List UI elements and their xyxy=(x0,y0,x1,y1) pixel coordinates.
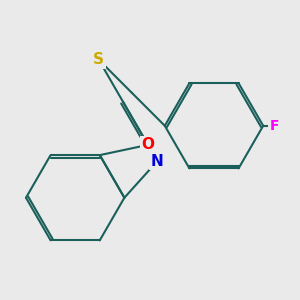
Text: F: F xyxy=(269,119,279,133)
Text: S: S xyxy=(93,52,104,67)
Text: O: O xyxy=(141,137,154,152)
Text: N: N xyxy=(151,154,164,169)
